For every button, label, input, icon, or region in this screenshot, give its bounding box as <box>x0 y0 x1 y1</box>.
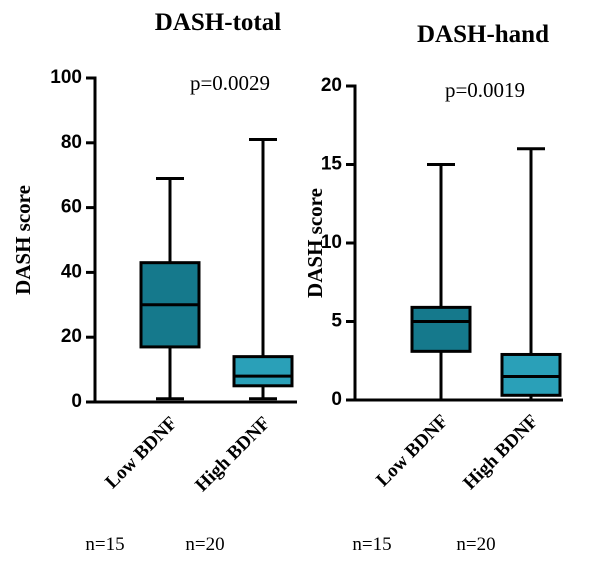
y-axis-label: DASH score <box>303 188 327 298</box>
box <box>410 305 472 353</box>
annotation: p=0.0019 <box>445 78 525 102</box>
box <box>500 352 562 397</box>
y-tick-label: 80 <box>61 132 82 153</box>
y-tick-label: 0 <box>331 389 342 410</box>
x-tick-label: High BDNF <box>459 411 542 494</box>
x-tick-label: Low BDNF <box>101 413 181 493</box>
y-axis-label: DASH score <box>11 185 35 295</box>
y-tick-label: 15 <box>321 154 343 175</box>
y-tick-label: 60 <box>61 197 82 218</box>
n-label: n=15 <box>85 534 124 555</box>
chart-title: DASH-total <box>155 9 281 36</box>
chart-title: DASH-hand <box>417 21 549 48</box>
y-tick-label: 5 <box>331 311 342 332</box>
y-tick-label: 20 <box>61 326 82 347</box>
x-tick-label: High BDNF <box>191 413 274 496</box>
y-tick-label: 10 <box>321 232 342 253</box>
box <box>232 355 294 388</box>
y-tick-label: 0 <box>71 391 82 412</box>
x-tick-label: Low BDNF <box>372 411 452 491</box>
annotation: p=0.0029 <box>190 71 270 95</box>
y-tick-label: 40 <box>61 261 82 282</box>
n-label: n=20 <box>185 534 224 555</box>
n-label: n=15 <box>352 534 391 555</box>
y-tick-label: 100 <box>50 67 82 88</box>
y-tick-label: 20 <box>321 75 342 96</box>
n-label: n=20 <box>456 534 495 555</box>
